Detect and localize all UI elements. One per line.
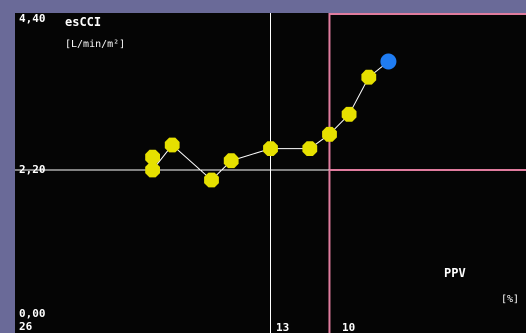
trend-point-7 (302, 141, 318, 156)
trend-point-3 (164, 137, 180, 153)
y-max-label: 4,40 (19, 13, 46, 25)
trend-group (145, 53, 397, 188)
trend-point-9 (341, 106, 357, 122)
x-max-label: 26 (19, 320, 33, 333)
plot-area: 4,40 2,20 0,00 26 esCCI [L/min/m²] 13 10… (15, 13, 526, 333)
y-min-label: 0,00 (19, 307, 46, 320)
y-axis-unit: [L/min/m²] (65, 39, 125, 50)
trend-point-6 (263, 141, 278, 156)
x-axis-title: PPV (444, 266, 466, 280)
trend-point-2 (145, 162, 160, 178)
trend-point-10 (361, 69, 377, 85)
trend-point-8 (322, 126, 337, 142)
trend-point-5 (223, 153, 239, 169)
current-point (380, 53, 397, 70)
x-axis-unit: [%] (501, 294, 519, 305)
x-mid-label: 13 (276, 321, 289, 333)
y-threshold-label: 2,20 (19, 163, 46, 176)
target-zone-box (328, 13, 526, 171)
y-axis-title: esCCI (65, 15, 101, 29)
x-threshold-label: 10 (342, 321, 355, 333)
esCCI-PPV-chart: 4,40 2,20 0,00 26 esCCI [L/min/m²] 13 10… (15, 13, 526, 333)
trend-point-4 (204, 172, 219, 188)
trend-point-1 (145, 149, 160, 165)
